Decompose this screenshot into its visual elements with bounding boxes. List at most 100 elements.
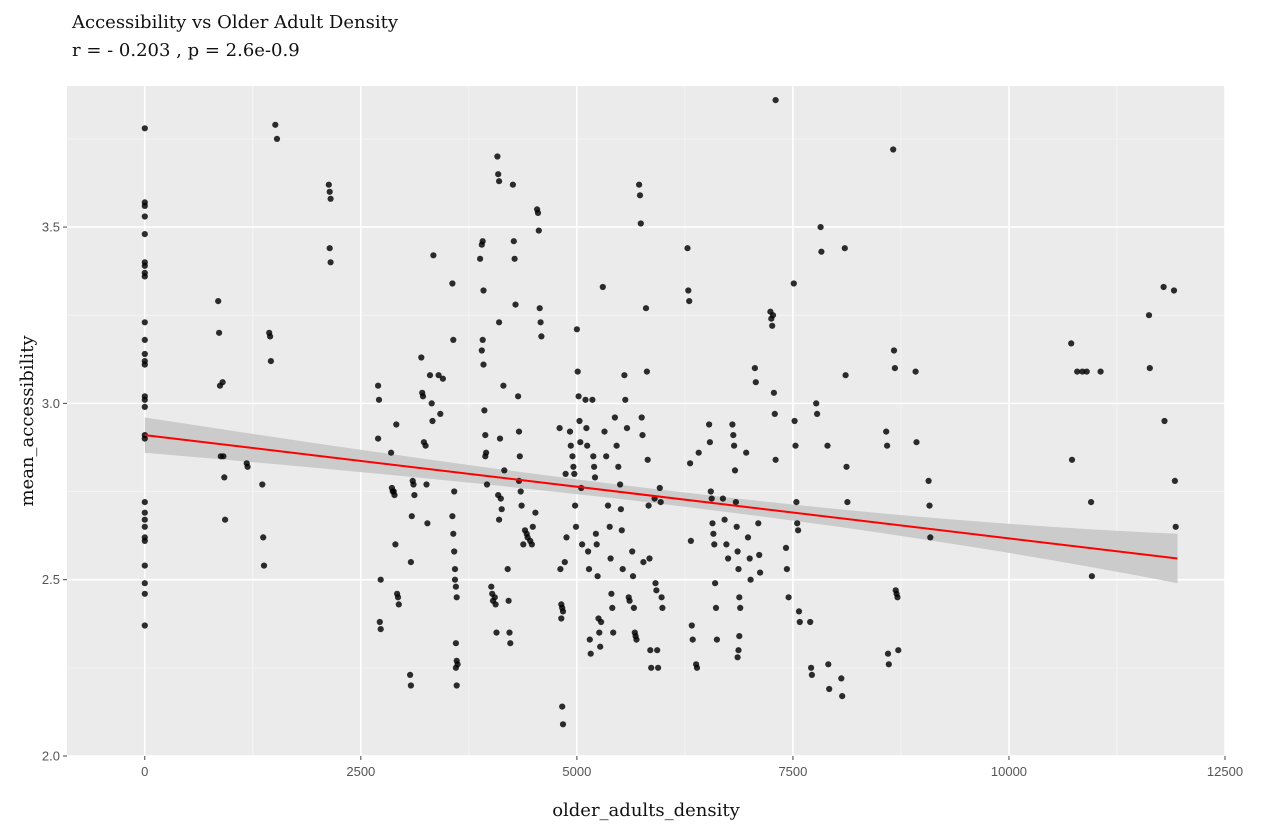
data-point — [141, 336, 148, 343]
data-point — [687, 460, 694, 467]
data-point — [707, 488, 714, 495]
data-point — [419, 393, 427, 400]
data-point — [658, 594, 665, 601]
data-point — [586, 636, 593, 643]
data-point — [607, 555, 614, 562]
data-point — [408, 513, 415, 520]
data-point — [712, 604, 720, 612]
data-point — [388, 449, 395, 456]
data-point — [395, 601, 402, 608]
data-point — [617, 506, 625, 513]
data-point — [794, 520, 801, 527]
data-point — [141, 213, 148, 220]
data-point — [734, 654, 741, 661]
grid-major — [67, 86, 1226, 757]
data-point — [449, 280, 456, 287]
data-point — [782, 544, 790, 552]
data-point — [377, 626, 384, 633]
data-point — [1079, 368, 1086, 375]
data-point — [411, 492, 418, 499]
data-point — [375, 396, 383, 403]
data-point — [141, 273, 148, 280]
data-point — [695, 449, 702, 456]
data-point — [654, 647, 661, 654]
data-point — [596, 629, 603, 636]
data-point — [535, 227, 542, 234]
data-point — [453, 682, 460, 689]
data-point — [591, 474, 599, 481]
data-point — [326, 188, 333, 195]
data-point — [688, 622, 695, 629]
data-point — [572, 523, 580, 530]
data-point — [629, 548, 636, 555]
data-point — [603, 453, 610, 460]
data-point — [515, 393, 522, 400]
data-point — [621, 372, 628, 379]
data-point — [657, 499, 664, 506]
data-point — [423, 481, 430, 488]
data-point — [488, 583, 495, 590]
data-point — [220, 453, 227, 460]
data-point — [141, 509, 148, 516]
data-point — [825, 661, 832, 668]
data-point — [795, 608, 803, 615]
data-point — [622, 396, 629, 403]
data-point — [516, 453, 523, 460]
data-point — [497, 495, 504, 502]
data-point — [538, 333, 545, 340]
data-point — [826, 685, 833, 693]
data-point — [572, 502, 579, 509]
data-point — [818, 248, 825, 255]
data-point — [817, 224, 824, 231]
data-point — [927, 534, 934, 541]
data-point — [507, 640, 514, 647]
data-point — [512, 301, 519, 308]
data-point — [260, 534, 267, 541]
data-point — [593, 541, 600, 548]
data-point — [648, 664, 655, 671]
data-point — [891, 365, 899, 372]
data-point — [500, 382, 507, 389]
data-point — [731, 442, 738, 449]
data-point — [566, 428, 574, 435]
data-point — [506, 629, 513, 636]
data-point — [141, 319, 148, 326]
data-point — [843, 463, 850, 470]
data-point — [613, 442, 620, 449]
data-point — [450, 336, 457, 343]
data-point — [326, 245, 333, 252]
data-point — [559, 703, 566, 710]
data-point — [480, 287, 487, 294]
data-point — [844, 499, 851, 506]
data-point — [597, 643, 604, 650]
data-point — [653, 587, 660, 594]
data-point — [141, 537, 148, 545]
data-point — [684, 245, 691, 252]
data-point — [643, 368, 651, 375]
x-tick-label: 10000 — [991, 764, 1027, 779]
data-point — [528, 541, 536, 548]
data-point — [375, 435, 382, 442]
data-point — [1146, 365, 1153, 372]
data-point — [926, 502, 933, 509]
data-point — [570, 463, 577, 470]
x-tick-label: 5000 — [562, 764, 591, 779]
data-point — [736, 594, 743, 601]
data-point — [721, 516, 728, 523]
data-point — [221, 474, 228, 481]
data-point — [655, 664, 662, 671]
data-point — [752, 379, 759, 386]
data-point — [510, 238, 517, 245]
data-point — [141, 580, 148, 587]
y-tick-label: 3.5 — [42, 220, 60, 235]
data-point — [791, 417, 798, 425]
data-point — [737, 604, 744, 612]
data-point — [141, 499, 148, 506]
x-tick-label: 7500 — [778, 764, 807, 779]
data-point — [557, 566, 564, 573]
data-point — [639, 432, 646, 439]
y-tick-label: 3.0 — [42, 396, 60, 411]
data-point — [884, 650, 892, 657]
data-point — [589, 396, 596, 403]
data-point — [623, 425, 631, 432]
